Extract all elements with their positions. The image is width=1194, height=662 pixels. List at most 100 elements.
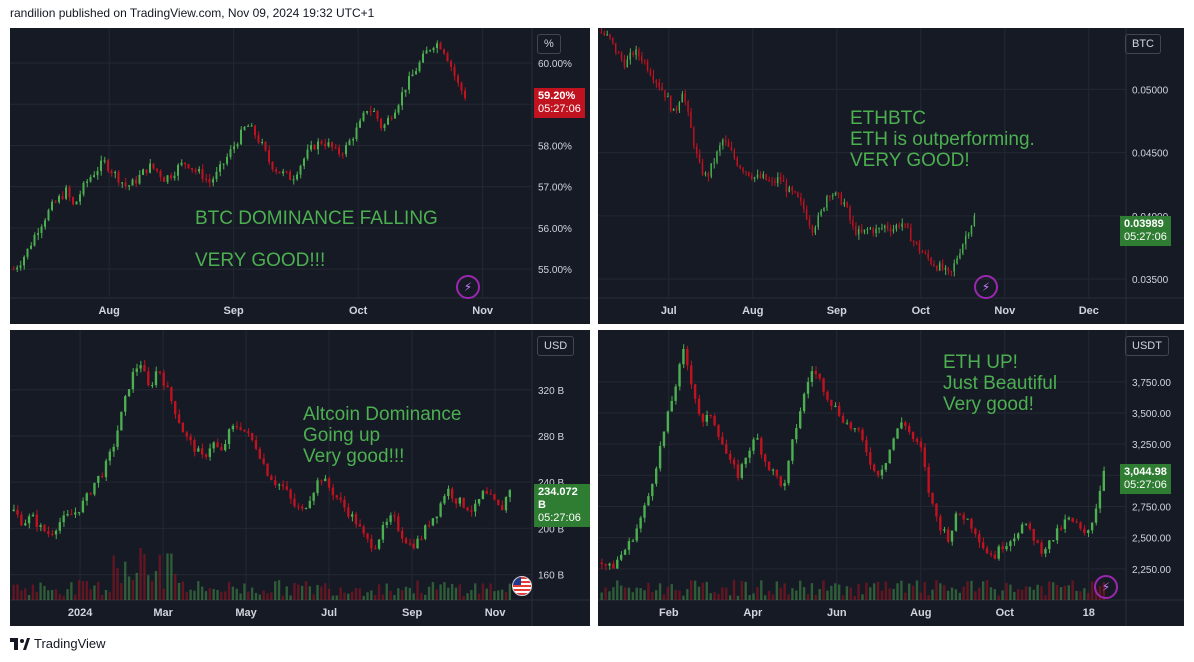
volume-bar [970, 580, 973, 600]
candle-body [416, 538, 419, 549]
candle-body [927, 466, 930, 493]
ethbtc-chart[interactable]: 0.050000.045000.040000.03500JulAugSepOct… [598, 28, 1184, 324]
price-scale-unit[interactable]: % [537, 34, 561, 54]
volume-bar [946, 590, 950, 600]
candle-body [802, 393, 806, 412]
candle-body [278, 171, 281, 174]
alert-bolt-icon[interactable]: ⚡ [1094, 575, 1118, 599]
candle-body [678, 364, 681, 387]
candle-body [788, 187, 790, 193]
volume-bar [740, 580, 744, 600]
candle-body [81, 500, 85, 513]
candle-body [331, 487, 335, 496]
candle-body [876, 470, 880, 476]
x-tick-label: Nov [994, 305, 1016, 317]
candle-body [930, 258, 932, 264]
candle-body [843, 202, 845, 205]
volume-bar [713, 592, 716, 600]
candle-body [956, 258, 958, 264]
us-flag-icon[interactable] [512, 576, 532, 596]
candle-body [117, 171, 120, 183]
last-price-value: 59.20% [538, 90, 576, 102]
candle-body [362, 112, 365, 121]
candle-body [1079, 522, 1082, 529]
candle-body [818, 373, 821, 379]
y-tick-label: 200 B [538, 524, 564, 535]
volume-bar [744, 581, 747, 600]
volume-bar [470, 590, 473, 600]
candle-body [383, 124, 386, 129]
price-scale-unit[interactable]: USDT [1125, 336, 1169, 356]
candle-body [959, 253, 961, 259]
candle-body [638, 49, 640, 57]
alert-bolt-icon[interactable]: ⚡ [974, 275, 998, 299]
candle-body [180, 162, 183, 165]
candle-body [212, 179, 214, 183]
candle-body [72, 197, 74, 205]
candle-body [489, 493, 492, 495]
btc-dominance-chart[interactable]: 60.00%59.00%58.00%57.00%56.00%55.00%AugS… [10, 28, 590, 324]
last-price-tag: 3,044.98 05:27:06 [1120, 464, 1171, 494]
x-tick-label: Sep [827, 305, 847, 317]
candle-body [779, 177, 782, 181]
candle-body [135, 179, 137, 184]
volume-bar [705, 581, 708, 600]
candle-body [742, 168, 744, 172]
chart-panel-ethbtc[interactable]: 0.050000.045000.040000.03500JulAugSepOct… [598, 28, 1184, 324]
volume-bar [316, 584, 319, 600]
candle-body [58, 522, 61, 531]
volume-bar [427, 586, 431, 600]
candle-body [462, 497, 465, 508]
candle-body [823, 207, 825, 211]
volume-bar [1024, 586, 1028, 600]
candle-body [51, 201, 53, 210]
volume-bar [837, 584, 841, 600]
candle-body [609, 34, 611, 38]
candle-body [1024, 523, 1028, 525]
chart-panel-altcoin-dominance[interactable]: 320 B 280 B 240 B 200 B 160 B 2024 Mar May Jul Se… [10, 330, 590, 626]
chart-panel-btc-dominance[interactable]: 60.00%59.00%58.00%57.00%56.00%55.00%AugS… [10, 28, 590, 324]
candle-body [834, 192, 837, 196]
candle-body [281, 484, 285, 487]
volume-bar [763, 595, 767, 600]
volume-bar [247, 591, 250, 600]
alert-bolt-icon[interactable]: ⚡ [456, 275, 480, 299]
candle-body [629, 52, 631, 60]
x-tick-label: Nov [485, 607, 507, 619]
candle-body [149, 163, 151, 173]
chart-panel-eth-usdt[interactable]: 3,750.003,500.003,250.003,000.002,750.00… [598, 330, 1184, 626]
candle-body [831, 195, 834, 197]
volume-bar [474, 583, 477, 600]
volume-bar [131, 579, 135, 600]
volume-bar [701, 582, 705, 600]
candle-body [320, 141, 323, 144]
candle-body [985, 548, 989, 554]
candle-body [889, 228, 892, 232]
price-scale-unit[interactable]: USD [537, 336, 575, 356]
price-scale-unit[interactable]: BTC [1125, 34, 1161, 54]
candle-body [853, 428, 856, 430]
candle-body [381, 525, 385, 540]
volume-bar [616, 580, 619, 600]
volume-bar [293, 583, 296, 600]
last-price-value: 234.072 B [538, 486, 578, 511]
altcoin-dominance-chart[interactable]: 320 B 280 B 240 B 200 B 160 B 2024 Mar May Jul Se… [10, 330, 590, 626]
candle-body [170, 387, 173, 402]
volume-bar [822, 580, 825, 600]
candle-body [883, 225, 886, 228]
volume-bar [324, 583, 327, 600]
candle-body [354, 514, 358, 525]
candle-body [892, 438, 895, 450]
candle-body [643, 60, 646, 62]
volume-bar [779, 587, 782, 600]
candle-body [826, 196, 828, 208]
volume-bar [997, 595, 1000, 600]
candle-body [748, 172, 750, 176]
candle-body [950, 530, 954, 542]
candle-body [690, 365, 693, 385]
candle-body [443, 496, 446, 504]
eth-usdt-chart[interactable]: 3,750.003,500.003,250.003,000.002,750.00… [598, 330, 1184, 626]
candle-body [748, 450, 751, 458]
candle-body [866, 228, 868, 230]
candle-body [418, 62, 421, 72]
